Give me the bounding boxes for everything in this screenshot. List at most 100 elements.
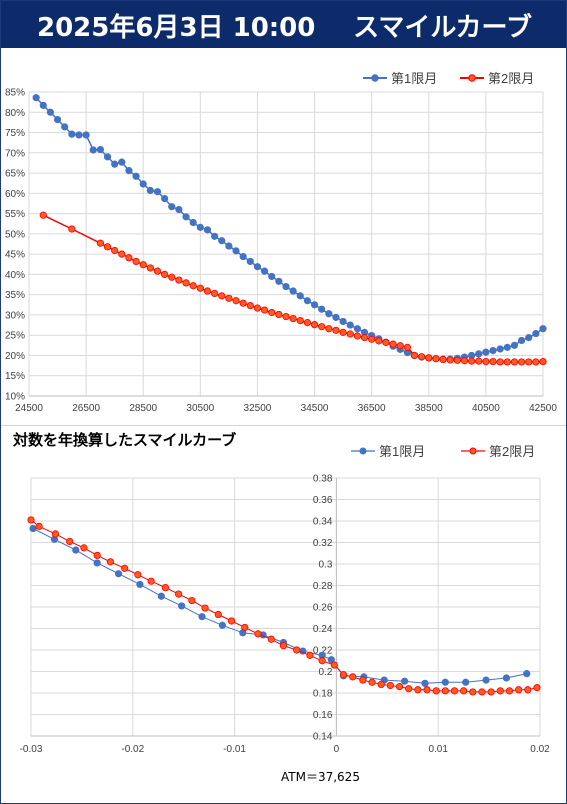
chart2-data-point [496,687,504,695]
chart1-data-point [539,357,547,366]
chart2-data-point [469,688,477,696]
chart2-data-point [405,685,413,693]
chart1-data-point [432,355,440,363]
chart1-data-point [539,325,547,333]
chart2-y-tick-label: 0.38 [313,474,333,485]
chart1-y-tick-label: 10% [5,392,25,403]
chart2-data-point [318,657,326,665]
chart1-data-point [203,226,212,234]
chart1-data-point [525,358,533,366]
chart1-y-tick-label: 20% [5,351,25,362]
chart2-data-point [487,688,495,696]
chart1-data-point [496,358,504,366]
chart1-data-point [253,304,262,312]
chart1-data-point [139,180,147,188]
chart1-data-point [111,246,119,255]
chart1-data-point [153,188,162,196]
chart1-data-point [510,341,519,349]
chart1-data-point [325,325,333,333]
chart2-x-tick-label: 0.01 [428,744,448,755]
chart1-data-point [203,287,212,295]
chart1-data-point [275,310,283,319]
chart2-data-point [423,686,431,694]
chart1-data-point [260,306,269,314]
chart1-data-point [310,321,319,329]
smile-curve-chart: 10% 15% 20% 25% 30% 35% 40% 45% 50% 55% 60% 65% 70% 7… [5,71,557,414]
chart2-data-point [349,673,357,681]
chart1-data-point [489,357,497,366]
chart1-data-point [175,276,183,284]
chart2-data-point [254,630,262,638]
chart2-legend-label: 第1限月 [379,444,425,459]
chart1-data-point [510,358,519,366]
chart1-data-point [475,350,483,358]
chart1-data-point [268,308,276,317]
chart2-series-line-1 [32,528,527,684]
chart2-data-point [214,610,222,619]
chart1-grid [28,91,544,397]
chart1-data-point [382,338,390,347]
chart2-data-point [524,686,532,694]
chart1-data-point [396,342,404,350]
chart1-data-point [182,213,190,221]
chart1-data-point [325,310,333,318]
chart1-legend-marker [371,74,379,82]
chart2-x-tick-label: -0.02 [121,744,144,755]
chart1-data-point [353,325,361,333]
chart2-data-point [80,544,88,552]
chart2-data-point [395,682,404,691]
chart2-data-point [175,590,183,598]
chart1-data-point [111,160,119,168]
chart1-data-point [246,257,254,266]
chart1-series [32,94,547,366]
title-bar: 2025年6月3日 10:00 スマイルカーブ [1,1,566,48]
chart1-data-point [310,301,319,309]
chart2-data-point [460,687,468,695]
chart1-data-point [196,223,204,231]
chart1-data-point [289,287,297,295]
chart2-legend-marker [359,447,367,455]
chart2-data-point [267,635,275,643]
chart2-data-point [441,678,449,686]
chart2-data-point [134,571,142,579]
chart2-y-tick-label: 0.16 [313,710,333,721]
chart1-data-point [446,356,454,364]
chart1-x-tick-label: 34500 [301,403,329,414]
chart1-data-point [517,358,526,366]
chart2-data-point [27,516,35,524]
chart2-data-point [188,596,196,605]
chart1-data-point [225,242,233,250]
chart1-data-point [496,345,504,353]
chart1-data-point [225,294,233,302]
chart1-y-tick-label: 25% [5,331,25,342]
chart1-data-point [268,272,276,281]
chart1-data-point [482,357,490,366]
chart1-data-point [68,225,76,233]
chart2-data-point [306,651,314,659]
chart2-data-point [432,687,440,695]
atm-label: ATM＝37,625 [281,770,360,784]
chart1-data-point [218,237,226,245]
chart2-data-point [401,677,409,685]
chart1-data-point [168,273,176,281]
chart2-data-point [377,680,385,688]
chart1-data-point [61,123,69,131]
chart1-x-axis: 24500 26500 28500 30500 32500 34500 36500 38500… [15,403,557,414]
chart1-data-point [239,252,247,261]
chart1-data-point [218,292,226,300]
chart1-data-point [211,289,219,298]
chart2-y-axis: 0.14 0.16 0.18 0.2 0.22 0.24 0.26 0.28 0.3 0.32 0.… [313,474,333,743]
chart2-series-line-2 [30,519,538,693]
chart2-data-point [227,617,236,625]
chart2-data-point [359,676,367,684]
chart2-x-tick-label: 0.02 [530,744,550,755]
chart1-data-point [68,130,76,138]
chart2-y-tick-label: 0.24 [313,624,333,635]
chart2-data-point [72,546,80,554]
chart1-data-point [425,354,433,362]
chart1-data-point [460,357,469,365]
chart2-y-tick-label: 0.2 [318,667,332,678]
chart2-data-point [241,623,249,632]
chart1-data-point [410,351,419,360]
